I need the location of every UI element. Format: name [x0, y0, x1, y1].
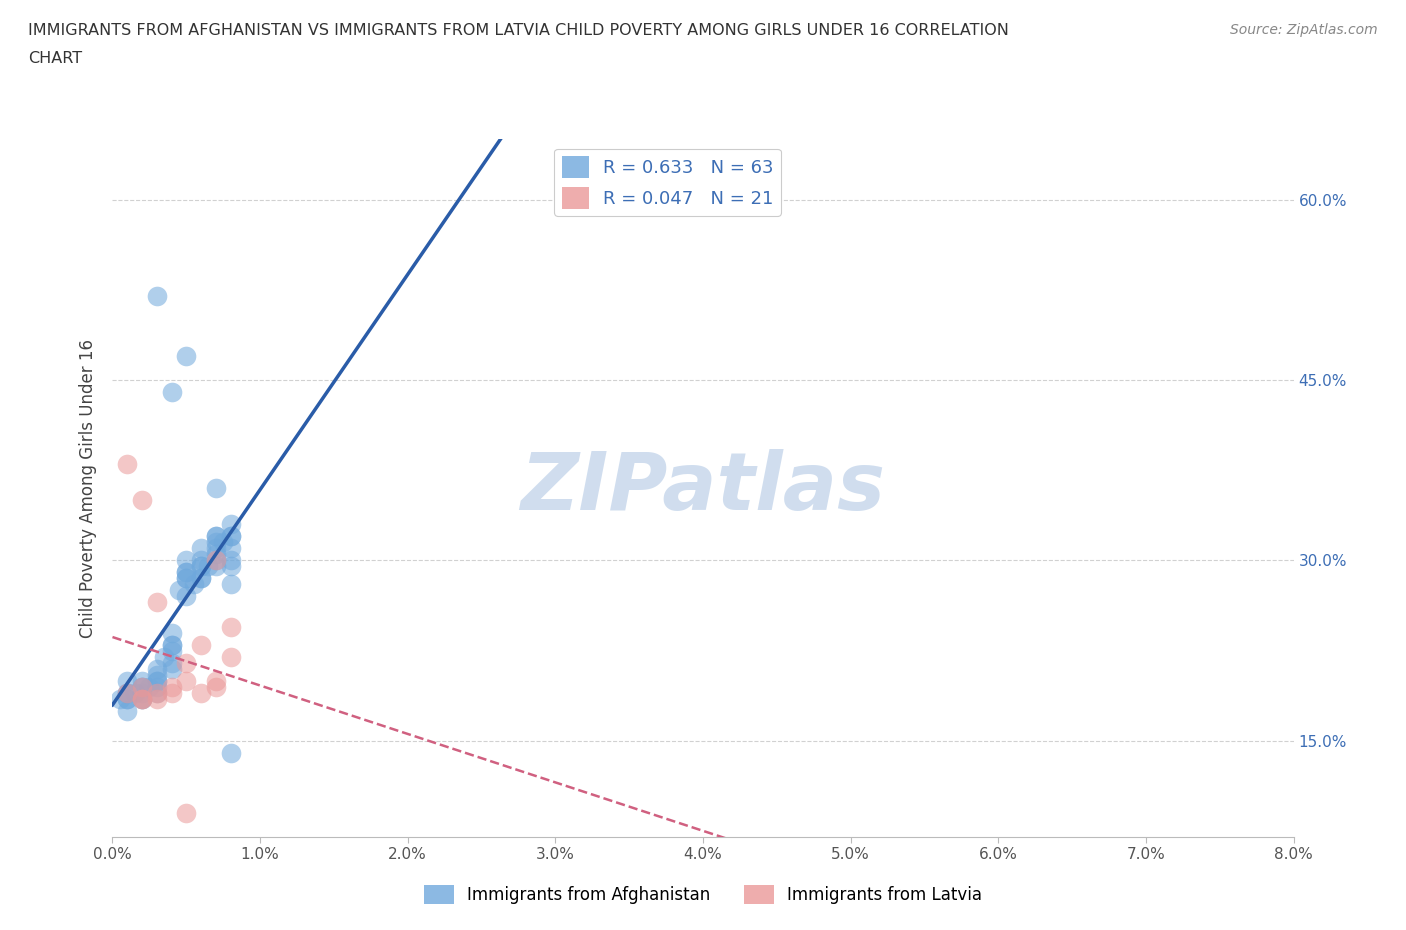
Point — [219, 541, 242, 556]
Text: ZIPatlas: ZIPatlas — [520, 449, 886, 527]
Point — [205, 481, 228, 496]
Point — [146, 673, 169, 688]
Point — [131, 679, 153, 694]
Point — [131, 673, 153, 688]
Point — [108, 691, 131, 706]
Point — [205, 559, 228, 574]
Text: Source: ZipAtlas.com: Source: ZipAtlas.com — [1230, 23, 1378, 37]
Point — [131, 679, 153, 694]
Point — [205, 673, 228, 688]
Point — [174, 656, 197, 671]
Point — [219, 529, 242, 544]
Point — [131, 685, 153, 700]
Point — [219, 649, 242, 664]
Point — [117, 673, 138, 688]
Point — [131, 691, 153, 706]
Point — [146, 661, 169, 676]
Point — [190, 559, 212, 574]
Point — [205, 553, 228, 568]
Point — [219, 529, 242, 544]
Point — [205, 553, 228, 568]
Point — [131, 691, 153, 706]
Point — [146, 685, 169, 700]
Point — [160, 637, 183, 652]
Point — [160, 637, 183, 652]
Point — [138, 679, 160, 694]
Point — [212, 535, 235, 550]
Point — [146, 673, 169, 688]
Point — [167, 583, 190, 598]
Point — [117, 691, 138, 706]
Point — [219, 517, 242, 532]
Point — [174, 589, 197, 604]
Point — [190, 571, 212, 586]
Point — [190, 637, 212, 652]
Point — [131, 493, 153, 508]
Point — [117, 457, 138, 472]
Point — [190, 685, 212, 700]
Text: IMMIGRANTS FROM AFGHANISTAN VS IMMIGRANTS FROM LATVIA CHILD POVERTY AMONG GIRLS : IMMIGRANTS FROM AFGHANISTAN VS IMMIGRANT… — [28, 23, 1010, 38]
Point — [160, 661, 183, 676]
Point — [117, 685, 138, 700]
Point — [174, 553, 197, 568]
Point — [197, 559, 219, 574]
Point — [174, 805, 197, 820]
Legend: R = 0.633   N = 63, R = 0.047   N = 21: R = 0.633 N = 63, R = 0.047 N = 21 — [554, 149, 780, 216]
Point — [160, 685, 183, 700]
Point — [205, 529, 228, 544]
Point — [205, 535, 228, 550]
Point — [153, 649, 176, 664]
Point — [131, 679, 153, 694]
Point — [183, 577, 205, 591]
Point — [190, 553, 212, 568]
Point — [146, 595, 169, 610]
Point — [219, 553, 242, 568]
Point — [219, 619, 242, 634]
Point — [190, 559, 212, 574]
Point — [219, 577, 242, 591]
Legend: Immigrants from Afghanistan, Immigrants from Latvia: Immigrants from Afghanistan, Immigrants … — [416, 876, 990, 912]
Point — [146, 679, 169, 694]
Point — [117, 685, 138, 700]
Point — [146, 691, 169, 706]
Point — [174, 565, 197, 580]
Point — [146, 685, 169, 700]
Point — [205, 547, 228, 562]
Point — [160, 625, 183, 640]
Point — [174, 571, 197, 586]
Point — [117, 703, 138, 718]
Point — [117, 691, 138, 706]
Point — [117, 685, 138, 700]
Point — [160, 644, 183, 658]
Point — [205, 679, 228, 694]
Point — [190, 541, 212, 556]
Point — [205, 529, 228, 544]
Point — [219, 559, 242, 574]
Y-axis label: Child Poverty Among Girls Under 16: Child Poverty Among Girls Under 16 — [79, 339, 97, 638]
Point — [219, 745, 242, 760]
Point — [160, 679, 183, 694]
Point — [174, 571, 197, 586]
Point — [174, 349, 197, 364]
Point — [160, 656, 183, 671]
Point — [124, 685, 146, 700]
Point — [146, 288, 169, 303]
Point — [131, 691, 153, 706]
Point — [146, 667, 169, 682]
Point — [205, 541, 228, 556]
Point — [190, 571, 212, 586]
Point — [174, 565, 197, 580]
Point — [160, 385, 183, 400]
Point — [174, 673, 197, 688]
Text: CHART: CHART — [28, 51, 82, 66]
Point — [131, 691, 153, 706]
